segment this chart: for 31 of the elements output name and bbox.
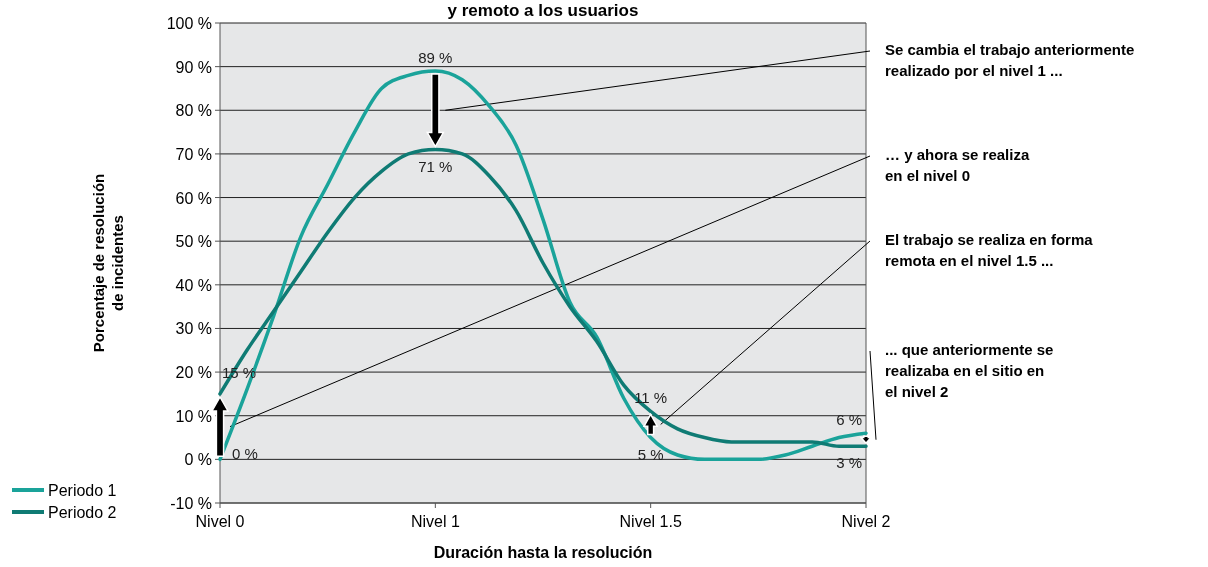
chart-title: y remoto a los usuarios bbox=[447, 1, 639, 20]
y-tick-label: 60 % bbox=[175, 189, 212, 207]
data-label: 89 % bbox=[418, 49, 453, 66]
x-tick-label: Nivel 2 bbox=[841, 513, 891, 530]
text: ... que anteriormente se realizaba en el sitio en el nivel 2 bbox=[885, 341, 1054, 400]
text: El trabajo se realiza en forma remota en el nivel 1.5 ... bbox=[885, 231, 1094, 269]
y-tick-label: 40 % bbox=[175, 276, 212, 294]
y-tick-label: 100 % bbox=[166, 15, 212, 32]
data-label: 6 % bbox=[836, 411, 862, 429]
y-tick-label: 20 % bbox=[175, 364, 212, 382]
text: Se cambia el trabajo anteriormente realizado por el nivel 1 ... bbox=[885, 41, 1135, 79]
data-label: 0 % bbox=[232, 445, 258, 463]
data-label: 71 % bbox=[418, 157, 453, 175]
y-tick-label: 30 % bbox=[175, 320, 212, 338]
data-label: 5 % bbox=[637, 445, 664, 463]
y-axis-title: Porcentaje de resolución de incidentes bbox=[90, 173, 126, 353]
y-tick-label: 0 % bbox=[184, 451, 212, 469]
x-tick-label: Nivel 1 bbox=[410, 513, 460, 530]
y-tick-label: 50 % bbox=[175, 233, 212, 251]
text: … y ahora se realiza en el nivel 0 bbox=[885, 146, 1030, 184]
legend-label: Periodo 1 bbox=[48, 482, 117, 499]
legend-label: Periodo 2 bbox=[48, 504, 117, 521]
y-tick-label: 90 % bbox=[175, 58, 212, 76]
data-label: 11 % bbox=[634, 389, 668, 407]
x-tick-label: Nivel 0 bbox=[195, 513, 245, 530]
y-tick-label: -10 % bbox=[170, 495, 212, 512]
y-tick-label: 10 % bbox=[175, 407, 212, 425]
x-axis-title: Duración hasta la resolución bbox=[433, 544, 653, 561]
y-tick-label: 70 % bbox=[175, 145, 212, 163]
x-tick-label: Nivel 1.5 bbox=[619, 513, 682, 530]
y-tick-label: 80 % bbox=[175, 102, 212, 120]
